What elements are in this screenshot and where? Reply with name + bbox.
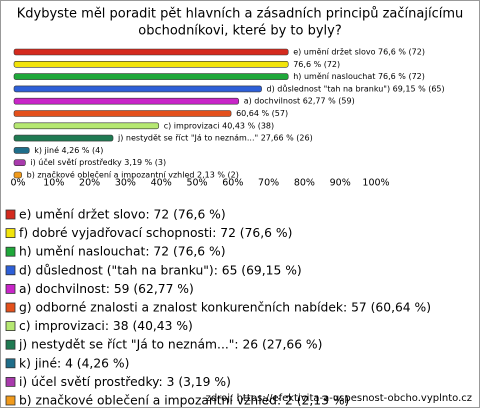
legend-swatch [5, 358, 16, 369]
legend-label: h) umění naslouchat: 72 (76,6 %) [19, 245, 226, 259]
bar-label: c) improvizaci 40,43 % (38) [164, 121, 274, 130]
chart-title: obchodníkovi, které by to byly? [138, 24, 341, 39]
legend-label: c) improvizaci: 38 (40,43 %) [19, 319, 193, 333]
legend-label: f) dobré vyjadřovací schopnosti: 72 (76,… [19, 226, 292, 240]
x-tick-label: 10% [43, 178, 64, 189]
source: zdroj: https://efektivita-a-uspesnost-ob… [206, 393, 472, 404]
bar [13, 134, 114, 142]
bar-label: j) nestydět se říct "Já to neznám..." 27… [117, 134, 313, 143]
bar [13, 85, 262, 93]
legend-swatch [5, 302, 16, 313]
legend-swatch [5, 283, 16, 294]
bar-label: k) jiné 4,26 % (4) [34, 145, 103, 155]
legend-label: i) účel světí prostředky: 3 (3,19 %) [19, 375, 231, 389]
legend-label: g) odborné znalosti a znalost konkurenčn… [19, 301, 431, 315]
x-tick-label: 70% [258, 178, 279, 189]
bar-label: h) umění naslouchat 76,6 % (72) [293, 72, 425, 81]
x-tick-label: 0% [10, 178, 25, 189]
chart-title: Kdybyste měl poradit pět hlavních a zása… [17, 7, 464, 22]
bar-label: d) důslednost "tah na branku") 69,15 % (… [267, 83, 445, 93]
legend-label: b) značkové oblečení a impozantní vzhled… [19, 394, 349, 408]
bar-label: b) značkové oblečení a impozantní vzhled… [27, 170, 239, 180]
bar [13, 110, 232, 117]
legend-swatch [5, 209, 16, 220]
bar [13, 122, 160, 130]
x-tick-label: 100% [362, 178, 389, 189]
legend-swatch [5, 246, 16, 257]
bar [13, 159, 26, 166]
legend-label: a) dochvilnost: 59 (62,77 %) [19, 282, 194, 296]
legend-label: k) jiné: 4 (4,26 %) [19, 356, 129, 370]
legend-label: d) důslednost ("tah na branku"): 65 (69,… [19, 263, 302, 277]
bar-label: 60,64 % (57) [236, 109, 288, 118]
bar [13, 171, 22, 179]
bar-label: a) dochvilnost 62,77 % (59) [244, 97, 355, 106]
bar [13, 147, 30, 154]
bar [13, 97, 240, 105]
x-tick-label: 60% [222, 178, 243, 189]
legend-swatch [5, 395, 16, 406]
bar-label: 76,6 % (72) [293, 60, 340, 69]
bar-label: e) umění držet slovo 76,6 % (72) [293, 48, 425, 57]
legend-swatch [5, 265, 16, 276]
legend-swatch [5, 228, 16, 239]
bar-label: i) účel světí prostředky 3,19 % (3) [30, 157, 166, 167]
x-tick-label: 50% [186, 178, 207, 189]
x-tick-label: 30% [115, 178, 136, 189]
bar [13, 48, 289, 56]
bar [13, 60, 289, 68]
legend-swatch [5, 376, 16, 387]
bar [13, 73, 289, 80]
legend-label: j) nestydět se říct "Já to neznám...": 2… [18, 338, 322, 352]
legend-label: e) umění držet slovo: 72 (76,6 %) [19, 208, 226, 222]
legend-swatch [5, 339, 16, 350]
x-tick-label: 40% [151, 178, 172, 189]
x-tick-label: 80% [294, 178, 315, 189]
x-tick-label: 20% [79, 178, 100, 189]
legend-swatch [5, 321, 16, 332]
x-tick-label: 90% [330, 178, 351, 189]
